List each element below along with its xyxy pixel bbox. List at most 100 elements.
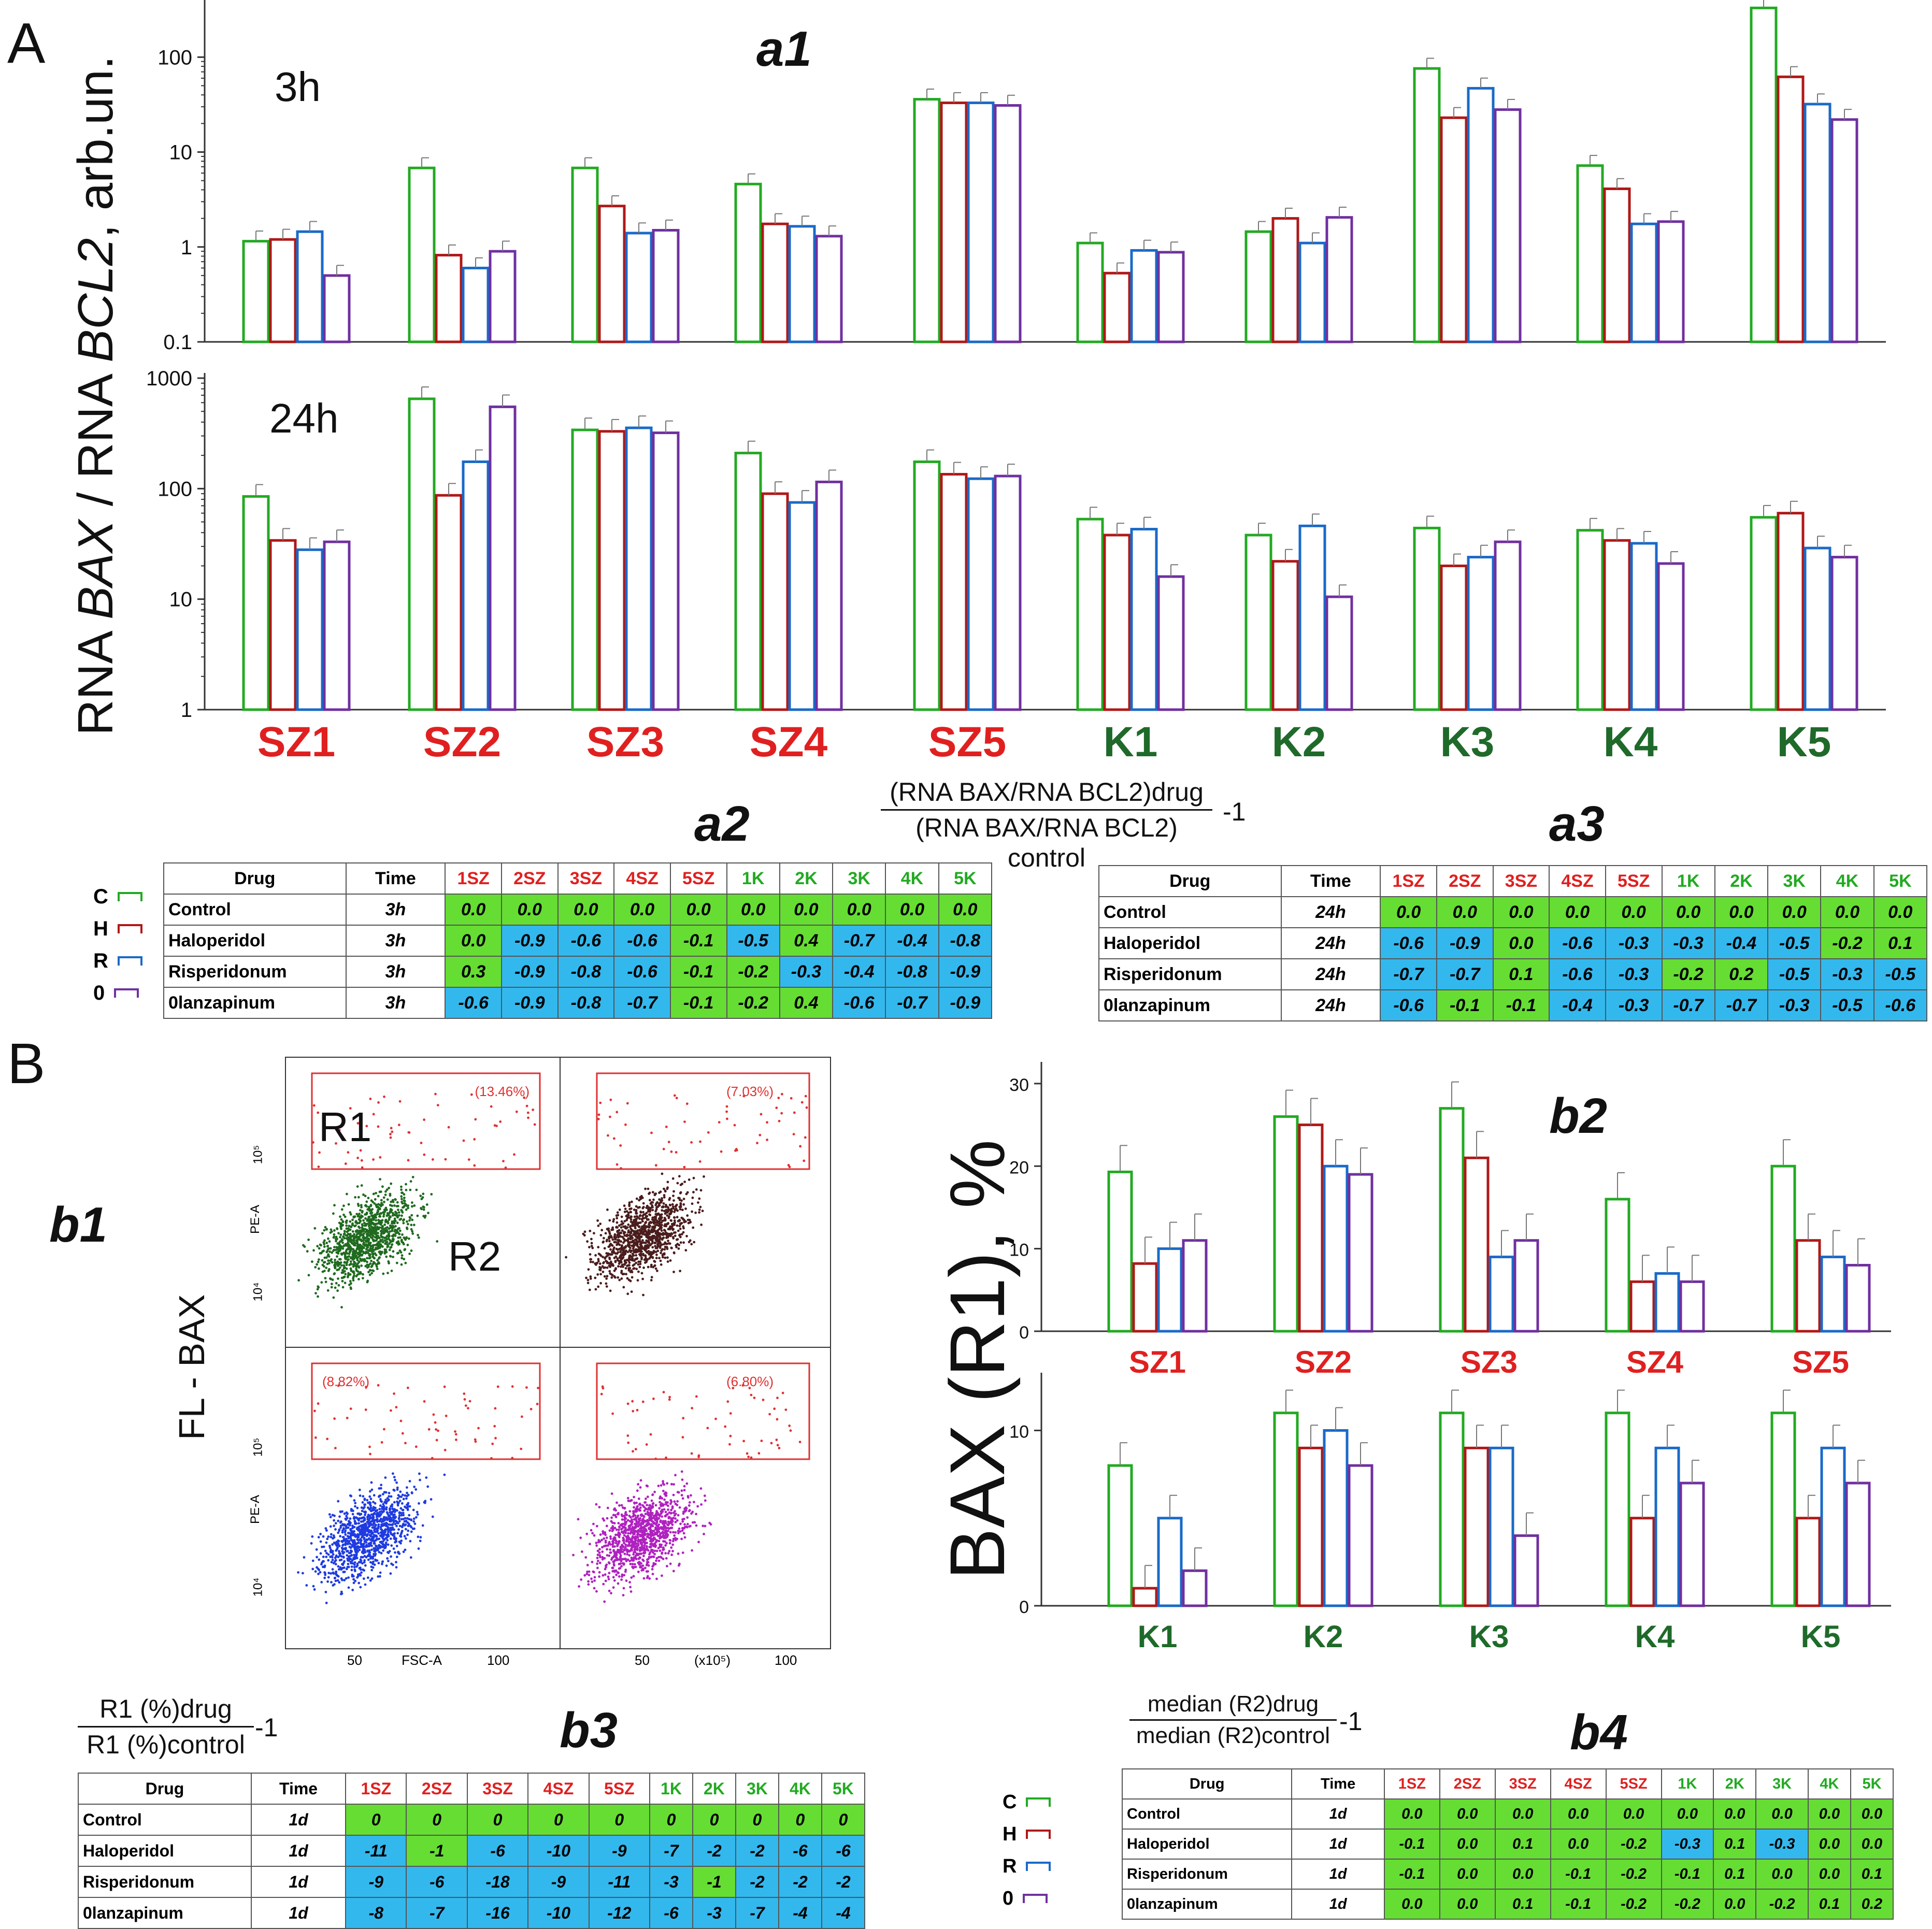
a1-24h-ytick-label: 1 — [181, 699, 192, 722]
table-cell: -0.6 — [1380, 990, 1437, 1021]
legend-item-r: R — [93, 945, 142, 977]
a1-3h-bar-haloperidol-sz5 — [941, 103, 966, 342]
table-cell: -11 — [346, 1835, 406, 1866]
table-cell: 0.2 — [1715, 959, 1768, 990]
table-cell: -0.2 — [1606, 1889, 1662, 1919]
b2-k-bar-olanzapinum-k5 — [1847, 1483, 1869, 1606]
col-header-5sz: 5SZ — [589, 1773, 650, 1804]
row-time: 1d — [1292, 1889, 1384, 1919]
table-cell: 0.0 — [1493, 897, 1550, 928]
table-cell: -7 — [650, 1835, 693, 1866]
table-cell: -3 — [693, 1897, 736, 1928]
table-cell: 0.0 — [1713, 1799, 1756, 1829]
a1-3h-bar-risperidonum-sz2 — [463, 268, 488, 342]
a1-24h-bar-olanzapinum-k4 — [1658, 564, 1683, 710]
table-cell: 0.0 — [1440, 1889, 1495, 1919]
col-header-2sz: 2SZ — [406, 1773, 467, 1804]
table-cell: -10 — [528, 1835, 589, 1866]
table-cell: 0.3 — [445, 956, 502, 987]
row-time: 24h — [1281, 959, 1381, 990]
formula-b4-numerator: median (R2)drug — [1129, 1691, 1337, 1721]
row-time: 24h — [1281, 990, 1381, 1021]
b2-k-bar-haloperidol-k3 — [1465, 1448, 1488, 1606]
a1-24h-bar-risperidonum-k2 — [1300, 526, 1325, 710]
legend-letter: 0 — [1003, 1888, 1013, 1910]
table-cell: 0.0 — [885, 894, 938, 925]
table-cell: -16 — [467, 1897, 528, 1928]
table-cell: 0.0 — [558, 894, 614, 925]
col-header-5k: 5K — [939, 863, 992, 894]
a1-24h-bar-control-k1 — [1078, 519, 1103, 710]
b2-k-category-label: K1 — [1138, 1619, 1178, 1654]
table-cell: -0.4 — [833, 956, 885, 987]
table-cell: -4 — [822, 1897, 865, 1928]
formula-b4-denominator: median (R2)control — [1129, 1721, 1337, 1749]
a1-24h-bar-haloperidol-k3 — [1441, 566, 1466, 710]
a1-3h-bar-olanzapinum-sz5 — [995, 106, 1020, 342]
table-cell: -10 — [528, 1897, 589, 1928]
b2-k-bar-haloperidol-k5 — [1797, 1518, 1820, 1606]
b2-sz-bar-olanzapinum-sz5 — [1847, 1265, 1869, 1332]
col-header-1k: 1K — [1662, 1769, 1714, 1799]
table-cell: -0.6 — [1549, 959, 1606, 990]
col-header-4k: 4K — [779, 1773, 822, 1804]
legend-swatch — [118, 924, 142, 933]
a1-24h-bar-risperidonum-k1 — [1132, 529, 1156, 710]
a1-3h-bar-risperidonum-sz1 — [297, 232, 322, 342]
table-cell: 0.1 — [1713, 1859, 1756, 1889]
col-header-1k: 1K — [727, 863, 780, 894]
table-cell: 0.0 — [1808, 1799, 1851, 1829]
table-cell: -0.2 — [727, 956, 780, 987]
a1-3h-bar-haloperidol-k4 — [1605, 189, 1629, 342]
a1-24h-ytick-label: 100 — [158, 478, 192, 500]
a1-24h-bar-control-sz2 — [409, 399, 434, 710]
table-cell: -0.7 — [1437, 959, 1493, 990]
a1-3h-bar-olanzapinum-k2 — [1327, 218, 1352, 342]
row-drug-label: Control — [1122, 1799, 1292, 1829]
a1-24h-category-label: SZ1 — [257, 718, 335, 766]
row-time: 3h — [346, 894, 446, 925]
a1-24h-bar-haloperidol-k5 — [1778, 513, 1803, 710]
table-cell: -0.1 — [1662, 1859, 1714, 1889]
a1-24h-category-label: K5 — [1777, 718, 1831, 766]
table-cell: -0.5 — [1874, 959, 1927, 990]
b2-sz-category-label: SZ4 — [1626, 1345, 1684, 1379]
a1-3h-ytick-label: 1 — [181, 236, 192, 259]
col-header-2k: 2K — [693, 1773, 736, 1804]
table-cell: -0.2 — [1606, 1829, 1662, 1859]
b2-sz-bar-haloperidol-sz4 — [1631, 1282, 1654, 1331]
b2-k-bar-olanzapinum-k1 — [1183, 1571, 1206, 1606]
a1-3h-bar-risperidonum-sz4 — [790, 226, 814, 342]
a1-3h-ytick-label: 100 — [158, 46, 192, 69]
a1-24h-bar-risperidonum-k5 — [1805, 548, 1830, 710]
table-cell: 0.0 — [1662, 897, 1715, 928]
col-header-2k: 2K — [1713, 1769, 1756, 1799]
b2-sz-bar-olanzapinum-sz2 — [1349, 1174, 1372, 1331]
a1-3h-bar-haloperidol-k5 — [1778, 77, 1803, 342]
table-cell: 0.0 — [1384, 1799, 1440, 1829]
table-cell: 0.1 — [1851, 1859, 1893, 1889]
table-cell: 0.0 — [1440, 1859, 1495, 1889]
a1-3h-bar-olanzapinum-k3 — [1495, 110, 1520, 342]
b2-k-bar-haloperidol-k4 — [1631, 1518, 1654, 1606]
table-cell: -0.3 — [1662, 1829, 1714, 1859]
table-cell: -0.1 — [670, 925, 727, 956]
legend-item-c: C — [93, 881, 142, 913]
a1-3h-ytick-label: 10 — [169, 141, 193, 164]
table-cell: -0.5 — [1768, 928, 1821, 959]
b2-k-bar-haloperidol-k1 — [1134, 1588, 1156, 1606]
legend-swatch — [118, 892, 142, 901]
col-header-drug: Drug — [164, 863, 346, 894]
table-cell: -0.5 — [1821, 990, 1873, 1021]
table-cell: 0.0 — [1495, 1799, 1551, 1829]
b2-sz-bar-olanzapinum-sz1 — [1183, 1241, 1206, 1331]
